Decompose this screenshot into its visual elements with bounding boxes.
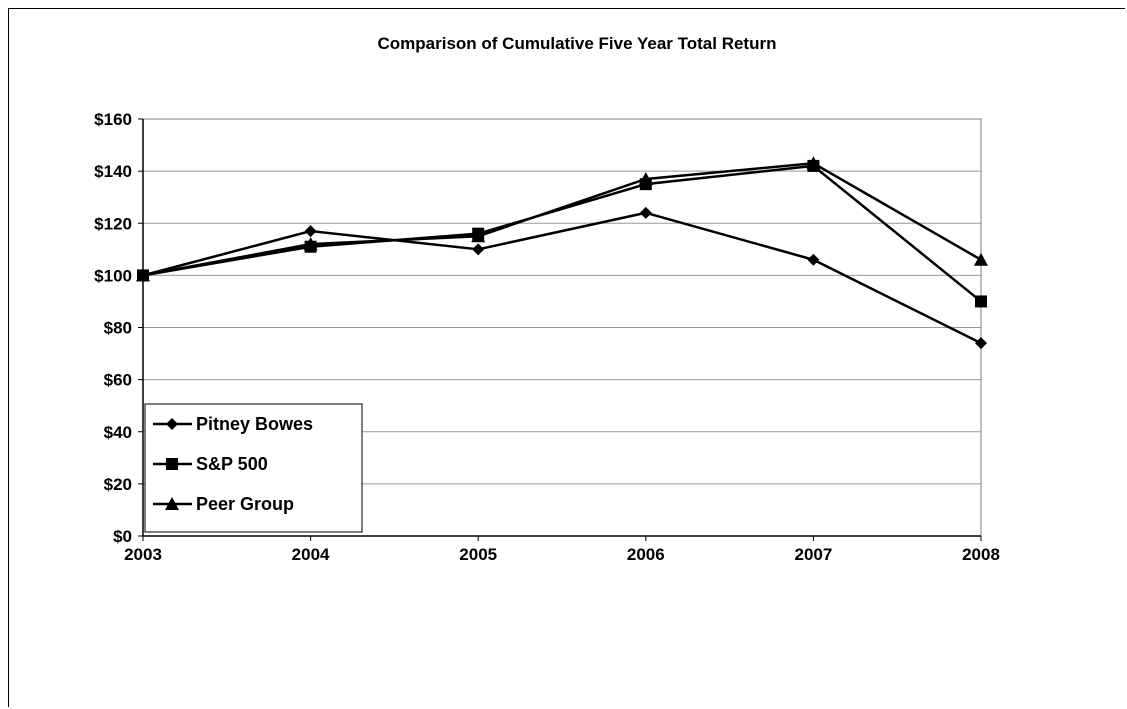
legend-label: S&P 500 [196, 454, 268, 474]
y-axis: $0 $20 $40 $60 $80 $100 $120 $140 $160 [94, 110, 144, 546]
y-tick-label: $120 [94, 214, 132, 233]
legend-item: S&P 500 [153, 454, 268, 474]
data-point-diamond [639, 206, 652, 219]
series-line [142, 211, 982, 345]
series-group [136, 156, 988, 350]
data-point-diamond [975, 337, 987, 350]
y-tick-label: $100 [94, 266, 132, 285]
gridlines [143, 170, 981, 485]
legend-item: Peer Group [153, 494, 294, 514]
legend-marker-diamond [166, 418, 178, 430]
y-tick-label: $0 [113, 527, 132, 546]
legend-item: Pitney Bowes [153, 414, 313, 434]
legend-label: Peer Group [196, 494, 294, 514]
y-tick-label: $60 [104, 371, 132, 390]
data-point-diamond [304, 225, 317, 238]
x-tick-label: 2005 [459, 545, 497, 564]
series-triangle [136, 156, 988, 282]
data-point-triangle [638, 171, 653, 185]
x-tick-label: 2006 [627, 545, 665, 564]
y-tick-label: $40 [104, 423, 132, 442]
y-tick-label: $80 [104, 319, 132, 338]
x-tick-label: 2003 [124, 545, 162, 564]
legend-box [144, 403, 363, 533]
data-point-triangle [471, 229, 486, 243]
legend: Pitney Bowes S&P 500 Peer Group [144, 403, 363, 533]
x-axis: 2003 2004 2005 2006 2007 2008 [124, 535, 1000, 564]
legend-marker-square [166, 458, 178, 470]
chart-title: Comparison of Cumulative Five Year Total… [378, 34, 777, 53]
legend-label: Pitney Bowes [196, 414, 313, 434]
y-tick-label: $20 [104, 475, 132, 494]
data-point-triangle [303, 237, 318, 251]
x-tick-label: 2004 [292, 545, 330, 564]
y-tick-label: $140 [94, 162, 132, 181]
series-square [137, 159, 987, 308]
x-tick-label: 2008 [962, 545, 1000, 564]
data-point-diamond [807, 253, 820, 266]
x-tick-label: 2007 [794, 545, 832, 564]
series-line [142, 162, 982, 277]
data-point-square [975, 295, 987, 308]
chart-frame [8, 8, 1125, 707]
data-point-diamond [472, 243, 485, 256]
data-point-triangle [974, 252, 988, 266]
data-point-triangle [136, 268, 150, 282]
legend-marker-triangle [165, 497, 179, 510]
data-point-triangle [806, 156, 821, 170]
y-tick-label: $160 [94, 110, 132, 129]
